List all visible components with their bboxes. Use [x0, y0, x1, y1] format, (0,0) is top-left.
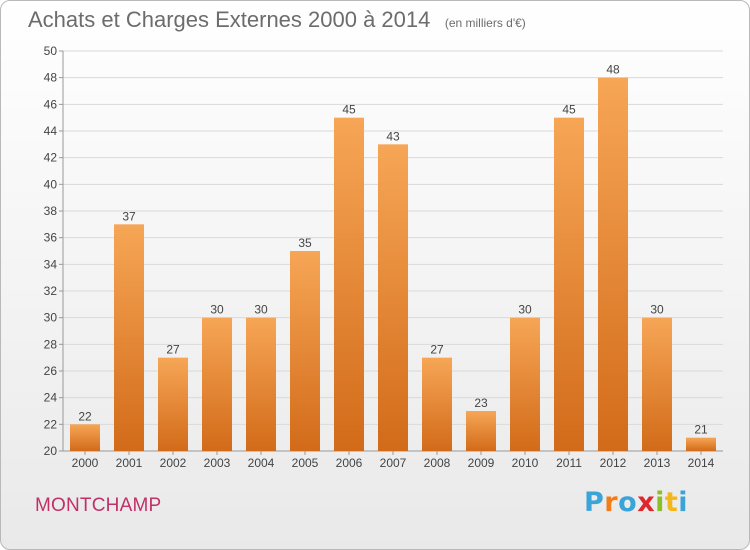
logo-letter: i [655, 487, 665, 518]
logo-letter: P [584, 487, 605, 518]
logo-letter: o [618, 487, 638, 518]
bars [70, 77, 716, 452]
x-tick-label: 2012 [600, 456, 627, 470]
commune-name: MONTCHAMP [35, 495, 162, 516]
y-tick-label: 30 [44, 311, 58, 325]
bar [422, 357, 452, 451]
bar [554, 117, 584, 452]
bar [686, 437, 716, 451]
y-tick-label: 44 [44, 124, 58, 138]
bar [246, 317, 276, 451]
y-tick-label: 32 [44, 284, 58, 298]
data-label: 27 [166, 343, 180, 357]
bar [290, 251, 320, 451]
data-label: 21 [694, 423, 708, 437]
x-tick-label: 2007 [380, 456, 407, 470]
title-line: Achats et Charges Externes 2000 à 2014 (… [28, 7, 526, 33]
y-tick-label: 36 [44, 231, 58, 245]
data-label: 30 [210, 303, 224, 317]
proxiti-logo[interactable]: Proxiti [584, 487, 688, 518]
x-tick-label: 2001 [116, 456, 143, 470]
x-tick-label: 2009 [468, 456, 495, 470]
y-tick-label: 40 [44, 177, 58, 191]
x-tick-label: 2013 [644, 456, 671, 470]
x-tick-label: 2002 [160, 456, 187, 470]
data-label: 22 [78, 409, 92, 423]
data-label: 45 [562, 103, 576, 117]
bar [642, 317, 672, 451]
bar [158, 357, 188, 451]
y-tick-label: 20 [44, 444, 58, 458]
data-label: 30 [650, 303, 664, 317]
x-tick-label: 2008 [424, 456, 451, 470]
x-tick-label: 2011 [556, 456, 582, 470]
logo-letter: x [637, 487, 656, 518]
x-tick-label: 2004 [248, 456, 275, 470]
x-tick-label: 2000 [72, 456, 99, 470]
y-tick-label: 26 [44, 364, 58, 378]
data-label: 35 [298, 236, 312, 250]
y-tick-label: 22 [44, 417, 58, 431]
y-tick-label: 50 [44, 44, 58, 58]
chart-title: Achats et Charges Externes 2000 à 2014 [28, 7, 431, 32]
x-tick-label: 2014 [688, 456, 715, 470]
logo-letter: t [664, 487, 679, 518]
bar [466, 411, 496, 451]
x-tick-label: 2003 [204, 456, 231, 470]
data-label: 27 [430, 343, 444, 357]
bar [598, 77, 628, 452]
x-tick-label: 2006 [336, 456, 363, 470]
data-labels: 22 37 27 30 30 35 45 43 27 23 30 45 48 30 21 [78, 63, 708, 437]
y-tick-label: 48 [44, 71, 58, 85]
bar [70, 424, 100, 451]
y-tick-label: 46 [44, 97, 58, 111]
data-label: 23 [474, 396, 488, 410]
data-label: 43 [386, 129, 400, 143]
bar [378, 144, 408, 452]
data-label: 48 [606, 63, 620, 77]
y-tick-label: 24 [44, 391, 58, 405]
bar [510, 317, 540, 451]
y-tick-label: 28 [44, 337, 58, 351]
logo-letter: i [678, 487, 689, 518]
x-tick-label: 2010 [512, 456, 539, 470]
bar [114, 224, 144, 451]
data-label: 37 [122, 209, 136, 223]
x-tick-label: 2005 [292, 456, 319, 470]
bar [202, 317, 232, 451]
data-label: 30 [254, 303, 268, 317]
y-tick-label: 42 [44, 151, 58, 165]
data-label: 30 [518, 303, 532, 317]
chart-subtitle: (en milliers d'€) [444, 16, 526, 30]
logo-letter: r [604, 487, 619, 518]
data-label: 45 [342, 103, 356, 117]
bar [334, 117, 364, 452]
y-tick-label: 34 [44, 257, 58, 271]
y-tick-label: 38 [44, 204, 58, 218]
